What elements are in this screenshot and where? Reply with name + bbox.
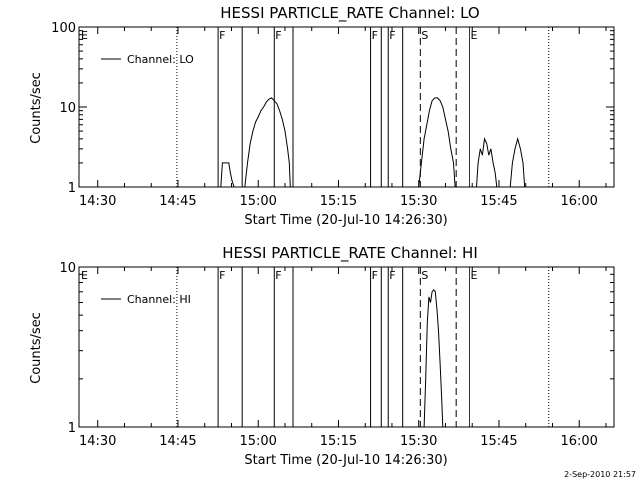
event-marker-label: S [421,269,428,282]
x-tick-label: 15:15 [320,434,357,449]
x-axis-label: Start Time (20-Jul-10 14:26:30) [244,453,447,468]
data-series-line [220,97,526,188]
x-tick-label: 15:45 [480,194,517,209]
y-axis-label: Counts/sec [29,312,44,384]
y-axis-label: Counts/sec [29,72,44,144]
legend-label: Channel: LO [127,53,194,66]
event-marker-label: S [421,29,428,42]
x-tick-label: 14:45 [159,434,196,449]
x-tick-label: 15:30 [400,434,437,449]
legend-label: Channel: HI [127,293,191,306]
x-tick-label: 15:30 [400,194,437,209]
event-marker-label: F [372,269,378,282]
plot-frame [78,266,615,428]
event-marker-label: E [81,269,88,282]
y-tick-label: 1 [68,421,76,436]
plot-frame [78,26,615,188]
x-tick-label: 16:00 [560,434,597,449]
y-tick-label: 10 [59,101,76,116]
chart-panel-hi: HESSI PARTICLE_RATE Channel: HI Start Ti… [29,244,615,468]
event-marker-label: F [275,29,281,42]
event-marker-label: F [389,269,395,282]
event-marker-label: F [275,269,281,282]
event-marker-label: E [81,29,88,42]
date-stamp: 2-Sep-2010 21:57 [564,470,636,479]
event-marker-label: E [471,269,478,282]
x-tick-label: 15:45 [480,434,517,449]
data-series-line [423,288,444,428]
y-tick-label: 10 [59,261,76,276]
x-tick-label: 15:00 [239,194,276,209]
y-tick-label: 1 [68,181,76,196]
chart-panel-lo: HESSI PARTICLE_RATE Channel: LO Start Ti… [29,4,615,228]
x-tick-label: 14:30 [79,194,116,209]
event-marker-label: F [219,269,225,282]
x-tick-label: 15:00 [239,434,276,449]
y-tick-label: 100 [51,21,76,36]
event-marker-label: F [219,29,225,42]
x-tick-label: 14:30 [79,434,116,449]
x-tick-label: 14:45 [159,194,196,209]
event-marker-label: F [372,29,378,42]
x-axis-label: Start Time (20-Jul-10 14:26:30) [244,213,447,228]
event-marker-label: E [471,29,478,42]
x-tick-label: 16:00 [560,194,597,209]
x-tick-label: 15:15 [320,194,357,209]
event-marker-label: F [389,29,395,42]
chart-title: HESSI PARTICLE_RATE Channel: LO [220,4,479,23]
chart-title: HESSI PARTICLE_RATE Channel: HI [222,244,478,263]
